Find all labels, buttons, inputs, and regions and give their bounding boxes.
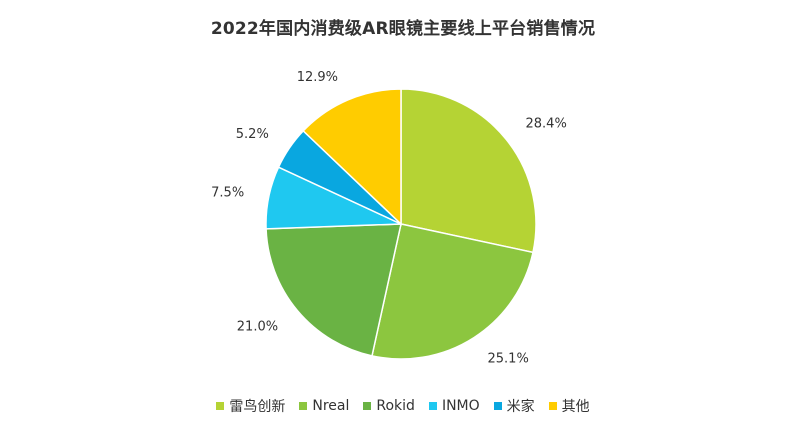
legend-swatch-3 [428,402,437,410]
legend-swatch-4 [493,402,502,410]
legend-swatch-0 [216,402,225,410]
legend-label-1: Nreal [312,398,350,414]
chart-title: 2022年国内消费级AR眼镜主要线上平台销售情况 [210,19,596,39]
legend-item-3: INMO [428,396,480,416]
pie-data-label-3: 7.5% [211,185,244,200]
pie-slices [265,88,537,360]
pie-slice-2 [265,223,402,357]
pie-slice-0 [400,88,537,254]
pie-data-label-1: 25.1% [488,352,529,367]
pie-slice-1 [371,223,534,360]
legend-swatch-5 [548,402,557,410]
legend-label-4: 米家 [506,399,535,415]
pie-data-label-2: 21.0% [237,320,278,335]
legend-item-4: 米家 [493,396,535,416]
pie-slice-5 [302,88,402,226]
legend-item-2: Rokid [363,396,415,416]
legend-label-5: 其他 [561,399,590,415]
pie-data-label-0: 28.4% [526,117,567,132]
legend-swatch-1 [299,402,308,410]
legend-swatch-2 [363,402,372,410]
legend: 雷鸟创新 Nreal Rokid INMO 米家 其他 [0,396,806,416]
pie-data-labels: 28.4% 25.1% 21.0% 7.5% 5.2% 12.9% [211,70,567,367]
legend-item-1: Nreal [299,396,349,416]
legend-item-0: 雷鸟创新 [216,396,285,416]
pie-data-label-4: 5.2% [236,127,269,142]
pie-data-label-5: 12.9% [297,70,338,85]
legend-item-5: 其他 [548,396,590,416]
legend-label-3: INMO [441,398,480,414]
legend-label-2: Rokid [376,398,415,414]
legend-label-0: 雷鸟创新 [229,399,286,415]
